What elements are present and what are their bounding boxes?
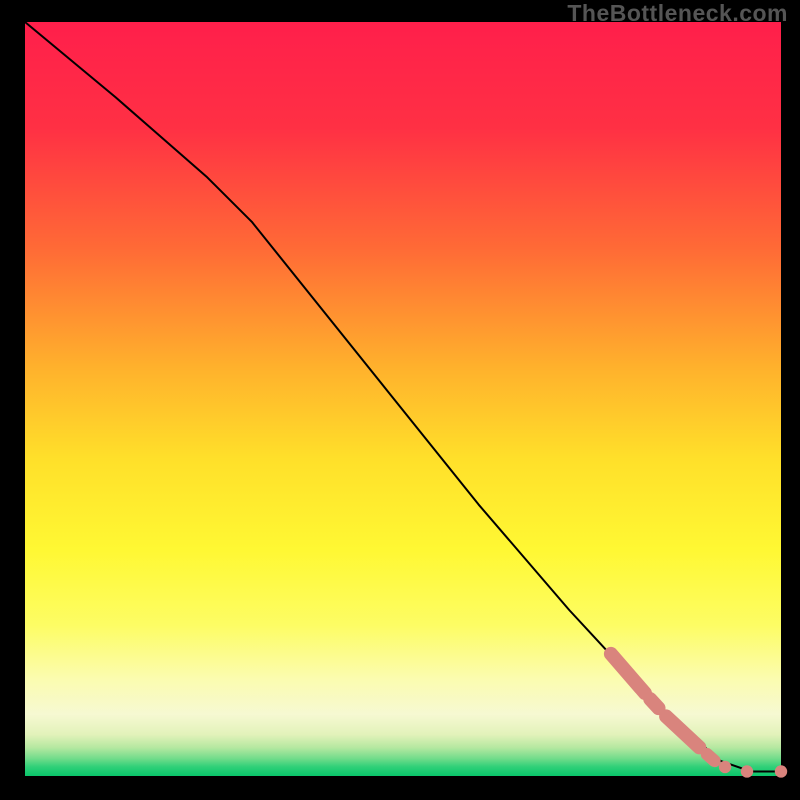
marker-dot (775, 765, 787, 777)
plot-background (25, 22, 781, 776)
marker-dot (719, 761, 731, 773)
chart-svg (0, 0, 800, 800)
marker-dot (741, 765, 753, 777)
chart-stage: TheBottleneck.com (0, 0, 800, 800)
marker-capsule (650, 699, 658, 708)
marker-capsule (707, 754, 715, 761)
